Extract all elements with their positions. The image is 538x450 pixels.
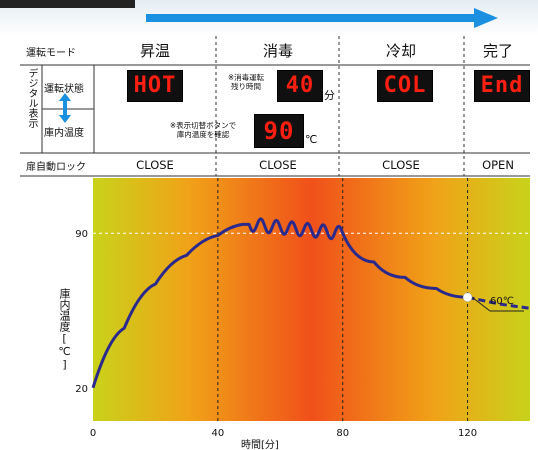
x-tick-0: 0 [90,428,96,439]
remaining-note: ※消毒運転 残り時間 [227,73,265,91]
phase-cool: 冷却 [385,42,416,60]
temp-note: ※表示切替ボタンで 庫内温度を確認 [169,121,237,139]
y-axis-label: 庫内温度[℃] [58,288,71,371]
y-tick-90: 90 [75,229,88,240]
progress-arrow [146,8,498,28]
status-label: 運転状態 [44,84,84,95]
lock-state-disinfect: CLOSE [259,158,297,172]
phase-complete: 完了 [482,42,513,60]
display-cool: COL [377,70,433,102]
x-tick-80: 80 [336,428,349,439]
display-remaining: 40 [277,70,323,102]
temperature-curve [91,217,468,389]
temp-unit: ℃ [305,133,318,146]
plot-area [93,178,530,421]
door-lock-label: 扉自動ロック [26,162,86,173]
display-end: End [474,70,530,102]
x-tick-120: 120 [458,428,477,439]
temp-label: 庫内温度 [44,128,84,139]
phase-disinfect: 消毒 [262,42,293,60]
x-axis-label: 時間[分] [241,440,279,450]
double-arrow-icon [59,93,71,123]
x-tick-40: 40 [211,428,224,439]
lock-state-heat: CLOSE [136,158,174,172]
lock-state-complete: OPEN [482,158,514,172]
lock-state-cool: CLOSE [382,158,420,172]
display-hot: HOT [127,70,183,102]
display-temp: 90 [254,114,304,148]
header-bar [0,0,135,8]
digital-group-label: デジタル表示 [26,68,37,128]
y-tick-20: 20 [75,384,88,395]
mode-label: 運転モード [26,48,76,59]
phase-heat: 昇温 [139,42,170,60]
annotation-leader [469,294,491,312]
marker-point [462,292,473,303]
annotation-60c: 60℃ [490,296,514,307]
remaining-unit: 分 [324,89,335,102]
